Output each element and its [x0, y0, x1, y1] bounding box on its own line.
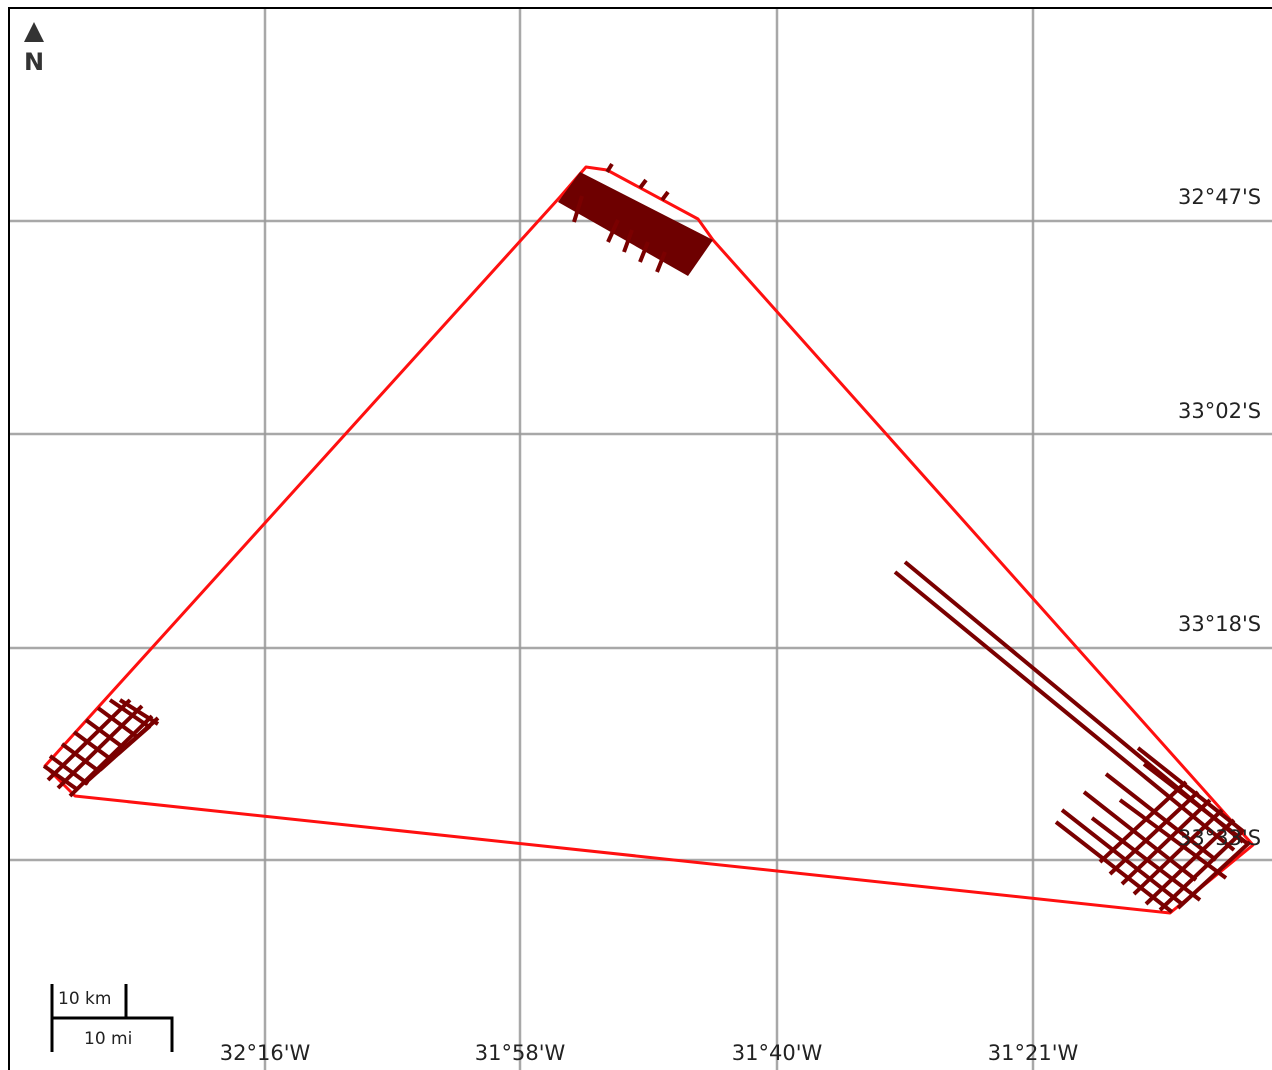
- track-line: [118, 726, 150, 754]
- longitude-label: 31°21'W: [988, 1041, 1079, 1065]
- north-arrow: N: [24, 22, 44, 76]
- scale-bar-km-label: 10 km: [58, 989, 111, 1009]
- track-line: [640, 180, 646, 188]
- dense-track-block: [558, 172, 713, 276]
- survey-boundary: [45, 167, 1253, 913]
- transit-lines: [895, 562, 1243, 850]
- latitude-label: 33°02'S: [1178, 399, 1261, 423]
- latitude-label: 32°47'S: [1178, 185, 1261, 209]
- scale-bar: 10 km 10 mi: [52, 984, 172, 1052]
- latitude-labels: 32°47'S 33°02'S 33°18'S 33°33'S: [1178, 185, 1261, 850]
- track-line: [1100, 782, 1186, 862]
- longitude-label: 31°40'W: [732, 1041, 823, 1065]
- north-arrow-letter: N: [24, 48, 44, 76]
- graticule: [8, 8, 1272, 1070]
- map-frame: [9, 8, 1272, 1070]
- track-line: [58, 706, 142, 788]
- longitude-labels: 32°16'W 31°58'W 31°40'W 31°21'W: [220, 1041, 1079, 1065]
- track-line: [70, 716, 152, 796]
- latitude-label: 33°33'S: [1178, 826, 1261, 850]
- track-line: [662, 192, 668, 200]
- longitude-label: 32°16'W: [220, 1041, 311, 1065]
- north-arrow-icon: [24, 22, 44, 42]
- track-line: [48, 700, 130, 780]
- latitude-label: 33°18'S: [1178, 612, 1261, 636]
- scale-bar-mi-label: 10 mi: [84, 1029, 132, 1049]
- longitude-label: 31°58'W: [475, 1041, 566, 1065]
